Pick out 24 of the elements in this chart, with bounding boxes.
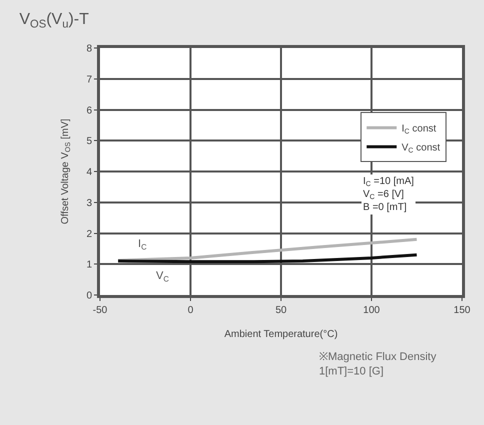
y-tick-label: 0 [86,290,92,302]
y-tick-label: 6 [86,105,92,116]
y-tick-label: 1 [86,260,92,271]
y-tick-label: 4 [86,167,92,178]
line-series [116,253,418,264]
x-tick-label: 150 [454,305,471,316]
x-tick-label: 100 [363,305,380,316]
y-tick-label: 5 [86,136,92,148]
y-tick-label: 2 [86,228,92,240]
y-tick-label: 8 [86,44,92,54]
y-tick-label: 3 [86,198,92,209]
x-tick-label: 50 [275,305,287,316]
x-tick-label: -50 [92,305,108,316]
text: ※Magnetic Flux Density 1[mT]=10 [G] [319,351,437,378]
legend-label: I$_{C}$ const [402,124,436,136]
line-series [116,238,418,262]
legend-label: V$_{C}$ const [402,142,440,155]
annotation: I$_{C}$ =10 [mA] V$_{C}$ =6 [V] B =0 [mT] [363,176,414,213]
x-axis-title: Ambient Temperature(°C) [224,329,338,340]
annotation: I$_{C}$ [138,238,148,252]
annotation: V$_{C}$ [156,270,170,284]
y-tick-label: 7 [86,74,92,86]
x-tick-label: 0 [188,305,194,316]
chart-title: V$_{OS}$(V$_{u}$)-T [19,10,90,30]
